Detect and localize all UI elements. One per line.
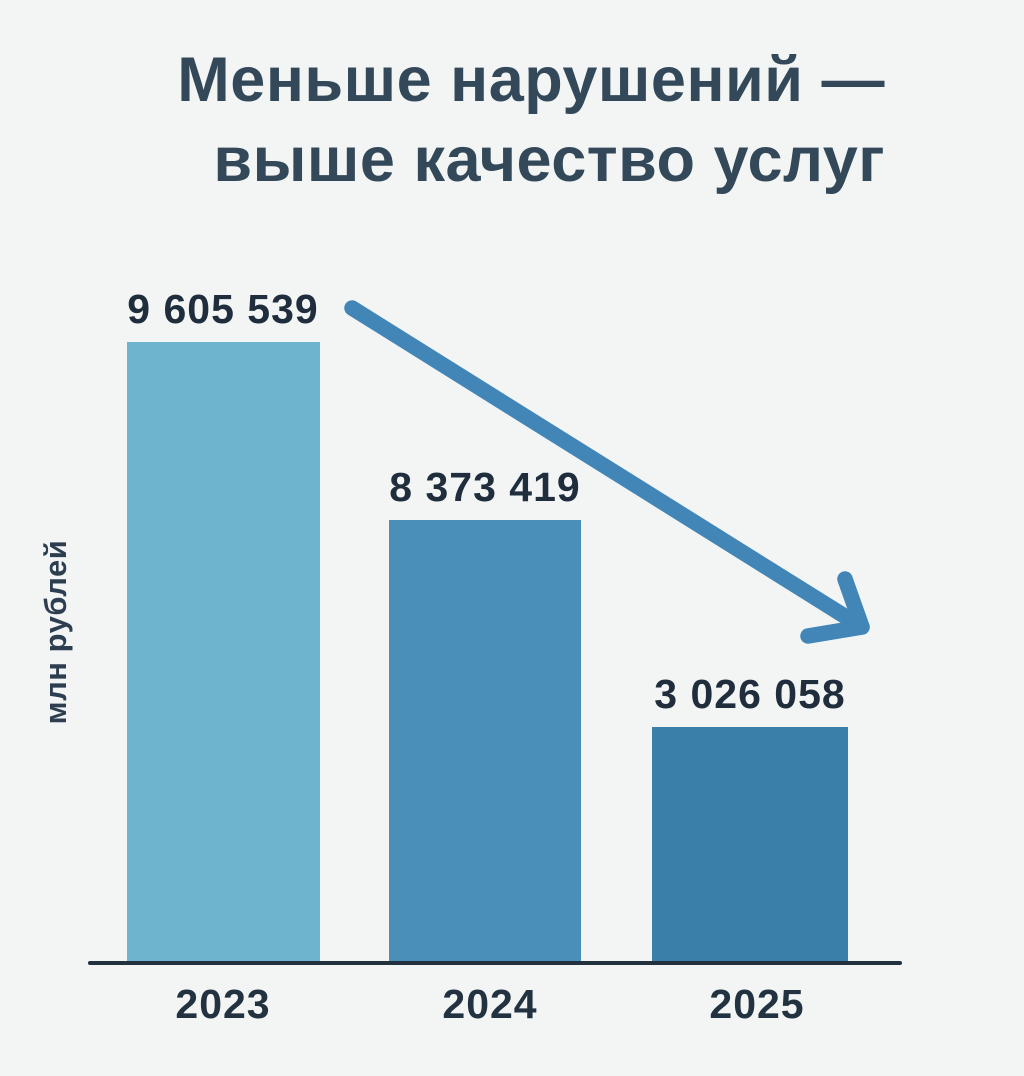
y-axis-label: млн рублей bbox=[38, 539, 73, 725]
bar-value-label-2024: 8 373 419 bbox=[389, 464, 581, 510]
bar-value-label-2023: 9 605 539 bbox=[127, 286, 319, 332]
chart-title-line1: Меньше нарушений — bbox=[177, 45, 885, 115]
chart-title: Меньше нарушений — выше качество услуг bbox=[0, 40, 885, 200]
x-axis-label-2025: 2025 bbox=[709, 981, 805, 1027]
bar-value-label-2025: 3 026 058 bbox=[654, 671, 846, 717]
bar-2024 bbox=[389, 520, 581, 963]
x-axis-label-2023: 2023 bbox=[175, 981, 271, 1027]
bar-2025 bbox=[652, 727, 848, 963]
chart-title-line2: выше качество услуг bbox=[213, 125, 885, 195]
bar-2023 bbox=[127, 342, 320, 963]
x-axis-label-2024: 2024 bbox=[442, 981, 538, 1027]
x-axis-line bbox=[88, 961, 902, 965]
